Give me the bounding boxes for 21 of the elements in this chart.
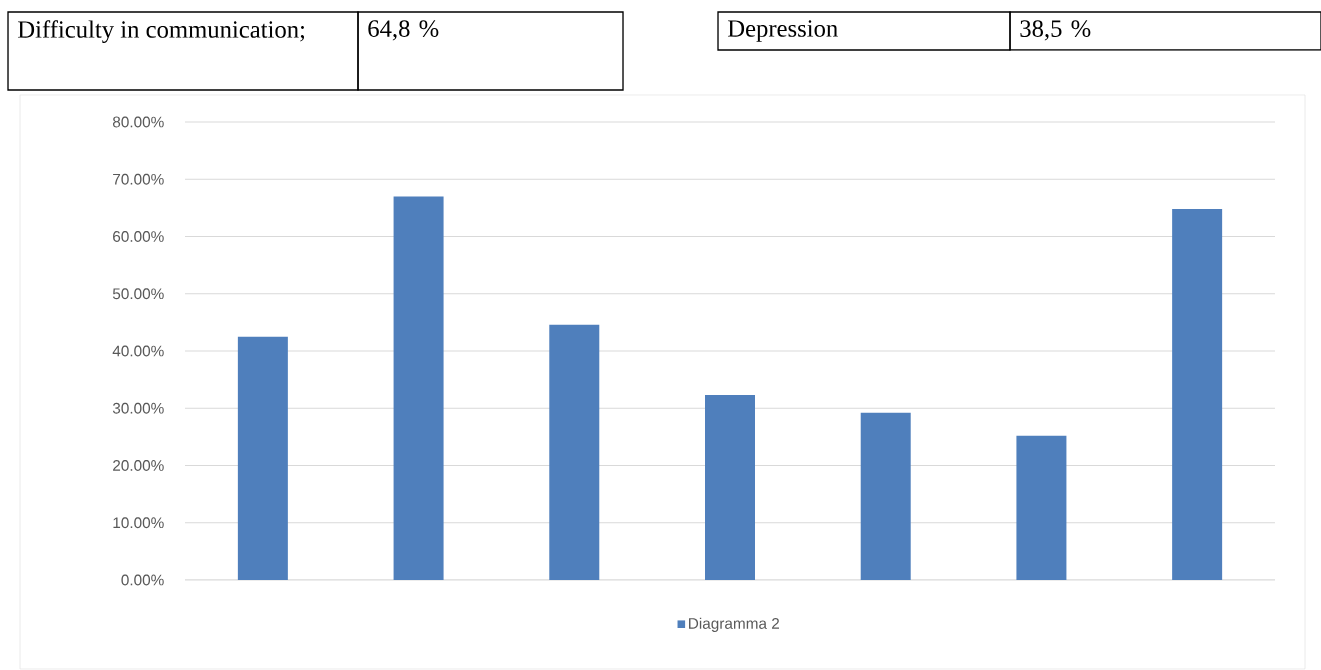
text: 64,8 % — [368, 20, 439, 41]
legend-label: Diagramma 2 — [689, 617, 780, 632]
text: Difficulty in communication; — [17, 20, 305, 43]
y-tick-label: 10.00% — [113, 517, 164, 529]
text: 38,5 % — [1020, 20, 1091, 41]
y-tick-label: 60.00% — [113, 231, 164, 242]
bar — [1016, 435, 1067, 580]
bar — [549, 324, 600, 580]
bar — [393, 196, 444, 580]
y-tick-label: 40.00% — [112, 345, 164, 357]
bar — [1172, 209, 1223, 580]
bar — [705, 395, 755, 580]
bar — [860, 412, 911, 580]
y-tick-label: 0.00% — [121, 574, 164, 586]
y-tick-label: 80.00% — [112, 116, 164, 128]
y-tick-label: 50.00% — [112, 288, 164, 300]
y-tick-label: 30.00% — [112, 402, 164, 414]
bar — [237, 336, 288, 580]
y-tick-label: 20.00% — [113, 460, 164, 471]
text: Depression — [727, 20, 838, 42]
y-tick-label: 70.00% — [113, 173, 164, 185]
